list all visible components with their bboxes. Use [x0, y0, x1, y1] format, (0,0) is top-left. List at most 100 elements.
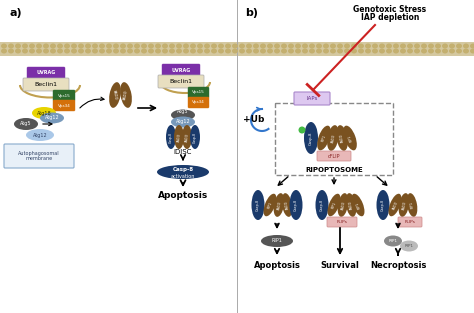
Ellipse shape — [43, 44, 49, 49]
Ellipse shape — [141, 49, 147, 54]
Ellipse shape — [414, 49, 420, 54]
Ellipse shape — [330, 49, 336, 54]
Ellipse shape — [470, 44, 474, 49]
Ellipse shape — [304, 122, 318, 154]
Text: FADD: FADD — [177, 132, 182, 142]
Ellipse shape — [267, 49, 273, 54]
Ellipse shape — [327, 125, 339, 151]
Ellipse shape — [113, 44, 119, 49]
Ellipse shape — [50, 44, 56, 49]
Text: RIP1: RIP1 — [272, 239, 283, 244]
Ellipse shape — [316, 44, 322, 49]
Ellipse shape — [316, 49, 322, 54]
Text: Casp-8: Casp-8 — [193, 131, 197, 142]
Ellipse shape — [281, 44, 287, 49]
Text: RIP1: RIP1 — [404, 244, 413, 248]
Text: Vps15: Vps15 — [191, 90, 204, 95]
Ellipse shape — [197, 49, 203, 54]
Ellipse shape — [253, 49, 259, 54]
Text: RIP1: RIP1 — [355, 201, 361, 209]
Text: RIP1: RIP1 — [410, 201, 415, 209]
Text: RIP1: RIP1 — [267, 201, 273, 209]
Text: RIP1: RIP1 — [331, 201, 337, 209]
Ellipse shape — [22, 44, 28, 49]
Ellipse shape — [288, 44, 294, 49]
Ellipse shape — [197, 44, 203, 49]
Ellipse shape — [171, 110, 195, 121]
Ellipse shape — [365, 44, 371, 49]
Ellipse shape — [358, 49, 364, 54]
Bar — [275, 103, 393, 175]
Ellipse shape — [71, 49, 77, 54]
Ellipse shape — [352, 194, 365, 216]
Ellipse shape — [328, 194, 340, 216]
Ellipse shape — [260, 44, 266, 49]
Ellipse shape — [29, 44, 35, 49]
Text: IAP depletion: IAP depletion — [361, 13, 419, 22]
Ellipse shape — [106, 49, 112, 54]
Ellipse shape — [92, 49, 98, 54]
Text: Atg12: Atg12 — [176, 120, 191, 125]
Ellipse shape — [176, 49, 182, 54]
Ellipse shape — [323, 44, 329, 49]
Ellipse shape — [225, 44, 231, 49]
Text: Beclin1: Beclin1 — [35, 82, 57, 87]
Ellipse shape — [26, 129, 54, 141]
Ellipse shape — [384, 235, 402, 247]
Ellipse shape — [99, 49, 105, 54]
Ellipse shape — [290, 190, 302, 220]
Text: a): a) — [10, 8, 23, 18]
Ellipse shape — [407, 44, 413, 49]
Ellipse shape — [32, 107, 56, 119]
Ellipse shape — [264, 194, 276, 216]
Ellipse shape — [470, 49, 474, 54]
Ellipse shape — [162, 44, 168, 49]
Ellipse shape — [239, 49, 245, 54]
Ellipse shape — [78, 44, 84, 49]
Text: FLIPs: FLIPs — [337, 220, 347, 224]
Text: Survival: Survival — [320, 260, 359, 269]
Ellipse shape — [218, 49, 224, 54]
Ellipse shape — [109, 82, 121, 108]
Ellipse shape — [157, 165, 209, 179]
Ellipse shape — [351, 44, 357, 49]
Ellipse shape — [463, 44, 469, 49]
Ellipse shape — [29, 49, 35, 54]
Ellipse shape — [337, 44, 343, 49]
Text: RIP1: RIP1 — [321, 134, 327, 142]
Bar — [0, 42, 474, 56]
Ellipse shape — [174, 125, 184, 149]
Text: Atg18: Atg18 — [36, 110, 51, 115]
Ellipse shape — [261, 235, 293, 247]
Ellipse shape — [15, 49, 21, 54]
Ellipse shape — [282, 193, 292, 217]
FancyBboxPatch shape — [317, 151, 351, 161]
Text: FADD: FADD — [184, 132, 190, 142]
Text: FADD: FADD — [392, 200, 399, 210]
Ellipse shape — [463, 49, 469, 54]
Ellipse shape — [358, 44, 364, 49]
Text: Vps34: Vps34 — [191, 100, 204, 105]
Ellipse shape — [274, 44, 280, 49]
Ellipse shape — [43, 49, 49, 54]
Text: Atg12: Atg12 — [45, 115, 59, 121]
Text: Casp-8: Casp-8 — [294, 199, 298, 211]
Text: cFLIP: cFLIP — [328, 153, 340, 158]
FancyBboxPatch shape — [327, 217, 357, 227]
Text: Casp-8: Casp-8 — [309, 131, 313, 145]
FancyBboxPatch shape — [27, 67, 65, 79]
Text: activation: activation — [171, 173, 195, 178]
Ellipse shape — [169, 49, 175, 54]
Text: UVRAG: UVRAG — [172, 68, 191, 73]
Ellipse shape — [190, 49, 196, 54]
Ellipse shape — [14, 118, 38, 130]
Ellipse shape — [22, 49, 28, 54]
Ellipse shape — [414, 44, 420, 49]
Text: Atg5: Atg5 — [20, 121, 32, 126]
Text: Necroptosis: Necroptosis — [370, 260, 426, 269]
Ellipse shape — [421, 44, 427, 49]
Text: +Ub: +Ub — [243, 115, 264, 125]
Text: Atg5: Atg5 — [177, 110, 189, 115]
Text: FADD: FADD — [340, 200, 346, 210]
Text: Casp-8: Casp-8 — [256, 199, 260, 211]
